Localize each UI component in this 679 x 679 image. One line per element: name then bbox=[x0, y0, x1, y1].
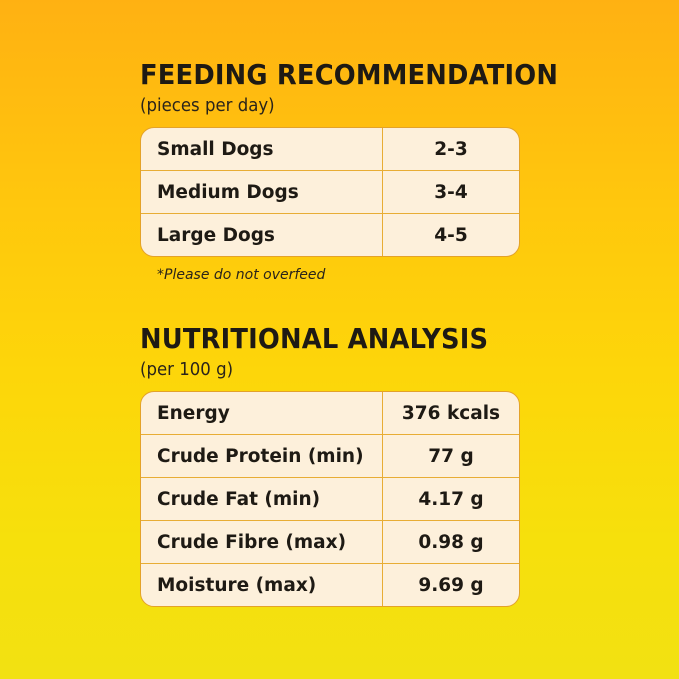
row-label: Medium Dogs bbox=[141, 171, 383, 214]
row-label: Small Dogs bbox=[141, 128, 383, 171]
row-value: 9.69 g bbox=[418, 574, 484, 596]
feeding-table: Small Dogs 2-3 Medium Dogs 3-4 Large Dog… bbox=[140, 127, 520, 257]
row-label: Crude Protein (min) bbox=[141, 435, 383, 478]
table-row: Medium Dogs 3-4 bbox=[141, 171, 519, 214]
table-row: Crude Fibre (max) 0.98 g bbox=[141, 521, 519, 564]
row-value: 4.17 g bbox=[383, 478, 519, 521]
feeding-title: FEEDING RECOMMENDATION bbox=[140, 58, 559, 91]
nutrition-title: NUTRITIONAL ANALYSIS bbox=[140, 322, 489, 355]
row-label: Crude Fat (min) bbox=[141, 478, 383, 521]
table-row: Energy 376 kcals bbox=[141, 392, 519, 435]
nutritional-analysis-section: NUTRITIONAL ANALYSIS (per 100 g) Energy … bbox=[140, 322, 520, 607]
row-label: Large Dogs bbox=[141, 214, 383, 256]
row-value: 2-3 bbox=[383, 128, 519, 171]
row-value: 3-4 bbox=[383, 171, 519, 214]
row-value: 0.98 g bbox=[383, 521, 519, 564]
feeding-subtitle: (pieces per day) bbox=[140, 95, 275, 116]
overfeed-note: *Please do not overfeed bbox=[157, 267, 326, 283]
nutrition-table: Energy 376 kcals Crude Protein (min) 77 … bbox=[140, 391, 520, 607]
nutrition-subtitle: (per 100 g) bbox=[140, 359, 234, 380]
row-value: 4-5 bbox=[434, 224, 468, 246]
row-label: Crude Fibre (max) bbox=[141, 521, 383, 564]
table-row: Large Dogs 4-5 bbox=[141, 214, 519, 256]
feeding-recommendation-section: FEEDING RECOMMENDATION (pieces per day) … bbox=[140, 58, 559, 283]
row-value: 77 g bbox=[383, 435, 519, 478]
row-value: 376 kcals bbox=[383, 392, 519, 435]
table-row: Crude Fat (min) 4.17 g bbox=[141, 478, 519, 521]
row-label: Moisture (max) bbox=[141, 564, 383, 606]
table-row: Small Dogs 2-3 bbox=[141, 128, 519, 171]
table-row: Moisture (max) 9.69 g bbox=[141, 564, 519, 606]
row-label: Energy bbox=[141, 392, 383, 435]
table-row: Crude Protein (min) 77 g bbox=[141, 435, 519, 478]
